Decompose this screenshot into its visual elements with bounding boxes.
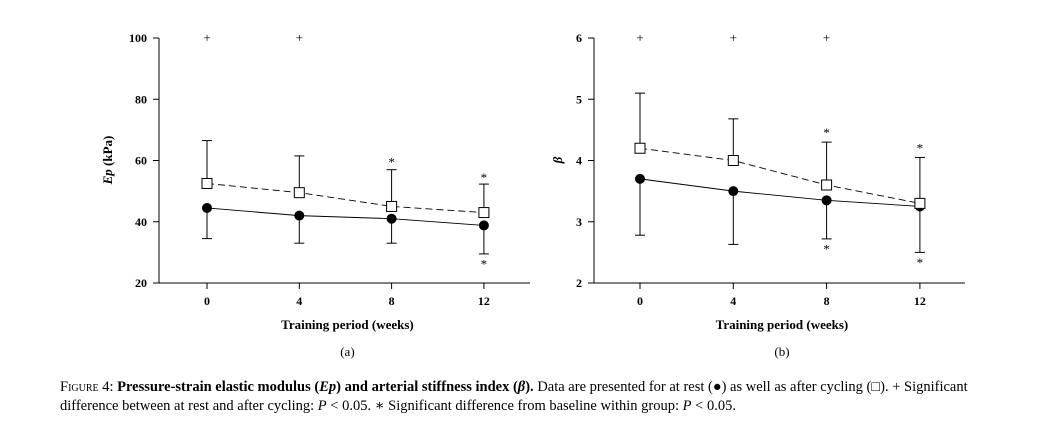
y-tick-label: 4 [576, 154, 582, 168]
figure-caption: Figure 4: Pressure-strain elastic modulu… [60, 378, 1020, 416]
data-point-after-cycling [293, 187, 305, 199]
y-tick-label: 2 [576, 276, 582, 290]
panel-label: (a) [340, 344, 354, 359]
caption-text-1: Data are presented for at rest ( [533, 379, 713, 395]
x-tick-label: 0 [204, 294, 210, 308]
y-tick-label: 40 [135, 215, 147, 229]
chart-panel-a: 20 40 60 80 100 0 4 8 12 Training period (weeks) E… [100, 30, 530, 359]
significance-star-marker: * [481, 170, 488, 185]
data-point-after-cycling [821, 179, 833, 191]
data-point-at-rest [635, 173, 645, 184]
x-tick-label: 8 [824, 294, 830, 308]
caption-p-value-2: < 0.05. [691, 398, 736, 414]
series-line-after-cycling [206, 183, 484, 214]
caption-rest-symbol: ● [712, 379, 722, 395]
y-tick-label: 3 [576, 215, 582, 229]
significance-plus-marker: + [730, 30, 737, 45]
significance-star-marker: * [917, 255, 924, 270]
caption-title-ep: Ep [319, 379, 337, 395]
caption-p-symbol-1: P [317, 398, 327, 414]
data-point-after-cycling [478, 207, 490, 219]
caption-title-post: ). [525, 379, 534, 395]
data-point-after-cycling [914, 197, 926, 209]
series-line-after-cycling [639, 147, 920, 204]
y-tick-label: 20 [135, 276, 147, 290]
x-tick-label: 0 [637, 294, 643, 308]
y-axis-title: Ep (kPa) [100, 136, 115, 186]
x-tick-label: 12 [914, 294, 926, 308]
significance-plus-marker: + [823, 30, 830, 45]
series-line-at-rest [639, 178, 920, 207]
caption-text-2: ) as well as after cycling ( [721, 379, 872, 395]
significance-star-marker: * [917, 140, 924, 155]
significance-star-marker: * [388, 155, 395, 170]
y-axis-title-symbol: Ep [100, 169, 115, 186]
significance-star-marker: * [823, 241, 830, 256]
y-tick-label: 60 [135, 154, 147, 168]
significance-star-marker: * [823, 125, 830, 140]
x-tick-label: 4 [296, 294, 302, 308]
caption-p-value-1: < 0.05. ∗ Significant difference from ba… [326, 398, 683, 414]
caption-title-pre: Pressure-strain elastic modulus ( [117, 379, 320, 395]
caption-title-mid: ) and arterial stiffness index ( [336, 379, 518, 395]
data-point-at-rest [821, 195, 832, 206]
x-tick-label: 8 [389, 294, 395, 308]
data-point-after-cycling [201, 177, 213, 189]
panel-label: (b) [774, 344, 789, 359]
y-tick-label: 100 [129, 31, 147, 45]
caption-cycle-symbol: □ [871, 379, 881, 395]
significance-plus-marker: + [203, 30, 210, 45]
data-point-after-cycling [727, 155, 739, 166]
data-point-at-rest [294, 210, 305, 221]
caption-figure-tag: Figure 4: [60, 379, 114, 395]
caption-text-3: ). + Significant difference between at r… [60, 379, 968, 414]
caption-p-symbol-2: P [682, 398, 692, 414]
y-tick-label: 6 [576, 31, 582, 45]
y-axis-title: β [550, 156, 565, 164]
data-point-after-cycling [386, 200, 398, 212]
data-point-at-rest [478, 220, 489, 231]
significance-plus-marker: + [636, 30, 643, 45]
data-point-at-rest [386, 213, 397, 224]
y-tick-label: 5 [576, 92, 582, 106]
y-axis-title-unit: (kPa) [100, 136, 115, 170]
caption-title-beta: β [517, 379, 526, 395]
caption-title: Pressure-strain elastic modulus (Ep) and… [117, 379, 534, 395]
data-point-after-cycling [634, 142, 646, 154]
data-point-at-rest [728, 186, 739, 197]
y-axis-title-symbol: β [550, 156, 565, 164]
significance-star-marker: * [481, 257, 488, 272]
y-tick-label: 80 [135, 92, 147, 106]
x-tick-label: 12 [478, 294, 490, 308]
data-point-at-rest [202, 202, 212, 213]
series-line-at-rest [206, 207, 484, 226]
chart-panel-b: 2 3 4 5 6 0 4 8 12 Training period (weeks) β (b) + + +… [550, 30, 965, 359]
x-tick-label: 4 [730, 294, 736, 308]
x-axis-title: Training period (weeks) [281, 317, 414, 332]
x-axis-title: Training period (weeks) [716, 317, 849, 332]
significance-plus-marker: + [296, 30, 303, 45]
